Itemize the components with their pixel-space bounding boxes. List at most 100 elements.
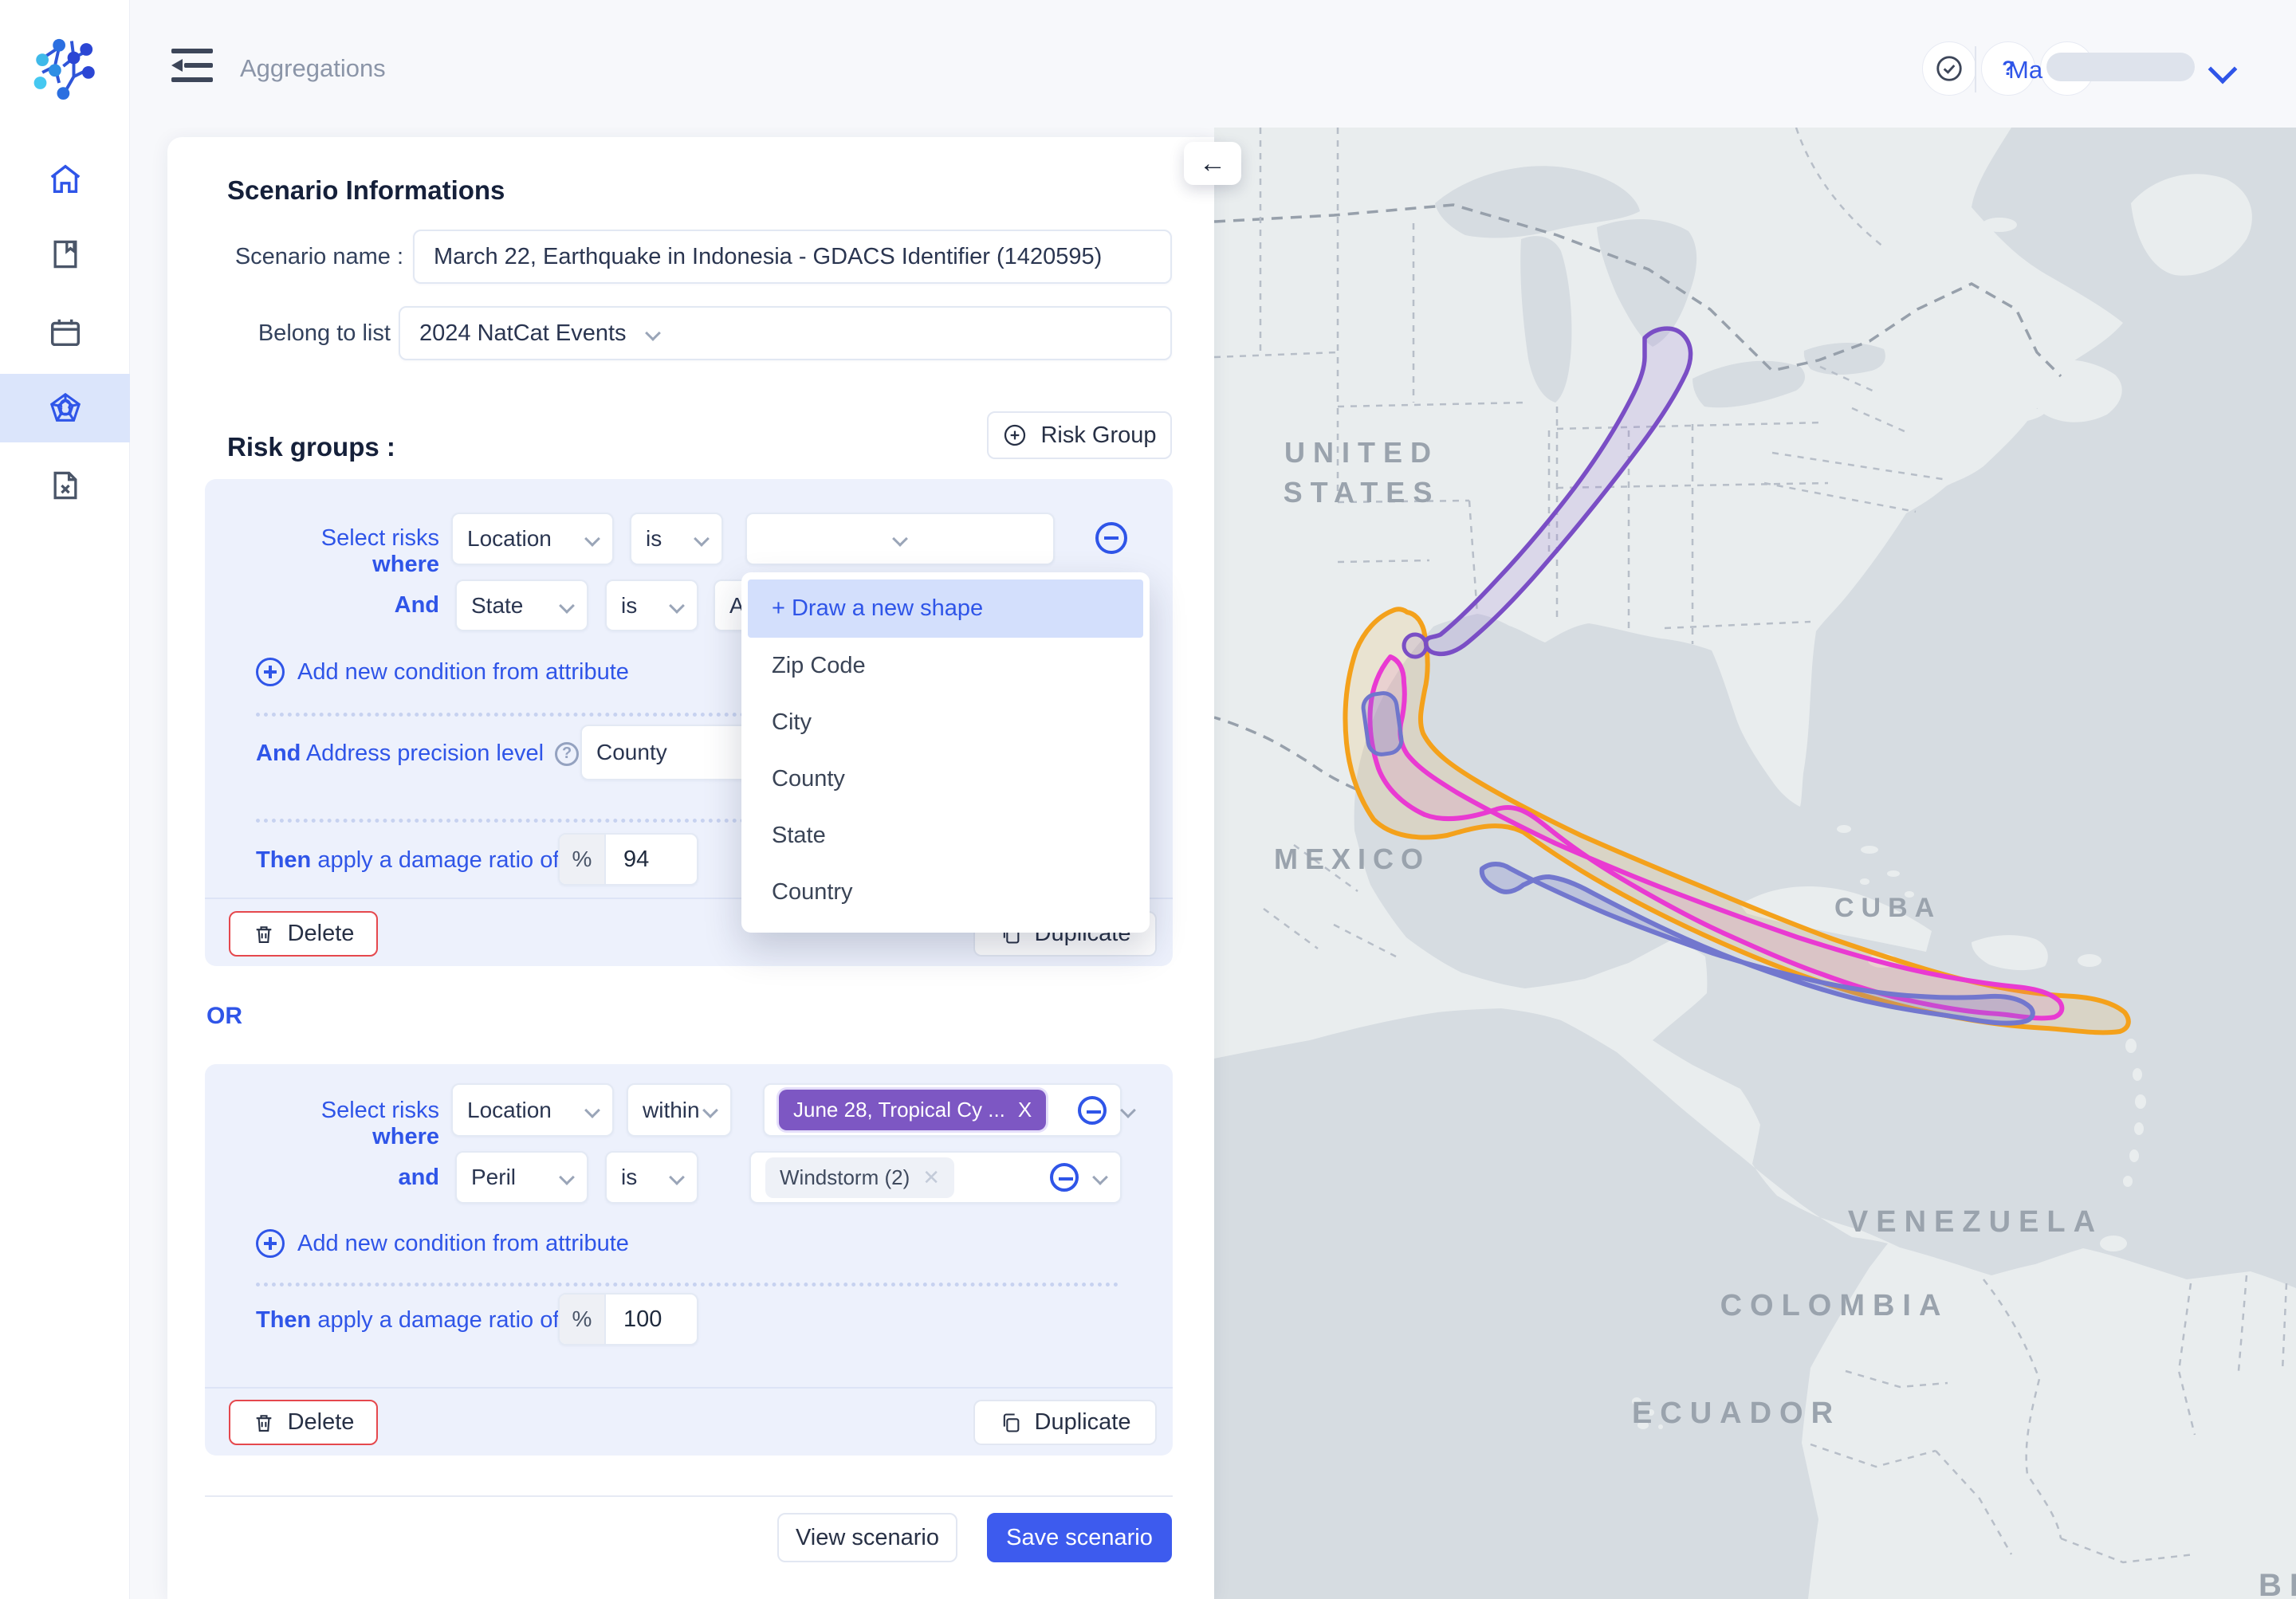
state-borders [1214, 128, 2288, 1564]
dropdown-item-city[interactable]: City [772, 709, 812, 735]
check-circle-icon [1936, 56, 1962, 81]
attribute-select[interactable]: Location [451, 1083, 614, 1137]
plus-circle-icon [256, 658, 285, 686]
map[interactable]: UNITED STATES MEXICO CUBA VENEZUELA COLO… [1214, 128, 2296, 1599]
home-icon [50, 164, 80, 194]
attribute-select[interactable]: Peril [455, 1151, 588, 1204]
damage-ratio-input[interactable]: % 100 [558, 1293, 698, 1346]
track-band-middle [1367, 654, 2065, 1021]
chevron-down-icon [669, 1169, 685, 1185]
status-check-button[interactable] [1922, 41, 1976, 96]
svg-text:MEXICO: MEXICO [1274, 843, 1430, 875]
add-condition-link[interactable]: Add new condition from attribute [256, 1229, 629, 1258]
user-name-redaction [2046, 53, 2195, 81]
delete-label: Delete [287, 921, 355, 946]
header-divider [1975, 46, 1976, 92]
dropdown-item-draw-shape[interactable]: + Draw a new shape [748, 579, 1143, 638]
belong-to-list-select[interactable]: 2024 NatCat Events [399, 306, 1172, 360]
shape-tag[interactable]: June 28, Tropical Cy ... X [779, 1090, 1047, 1130]
peril-tag-label: Windstorm (2) [780, 1165, 910, 1189]
sidebar-item-library[interactable] [0, 220, 130, 289]
chevron-down-icon[interactable] [2208, 54, 2238, 84]
hazard-track-bands [1343, 326, 2131, 1035]
svg-text:VENEZUELA: VENEZUELA [1848, 1205, 2103, 1239]
chevron-down-icon [669, 597, 685, 614]
user-menu-name[interactable]: Ma [2008, 56, 2043, 84]
dropdown-item-zipcode[interactable]: Zip Code [772, 653, 866, 678]
view-scenario-label: View scenario [795, 1524, 939, 1550]
svg-text:ECUADOR: ECUADOR [1632, 1397, 1841, 1430]
dropdown-item-country[interactable]: Country [772, 879, 853, 905]
value-select-open[interactable] [745, 513, 1055, 565]
plus-circle-icon [256, 1229, 285, 1258]
delete-label: Delete [287, 1409, 355, 1435]
close-icon[interactable]: ✕ [922, 1165, 941, 1189]
condition-prefix: And [394, 592, 439, 618]
calendar-icon [50, 319, 80, 347]
app-logo[interactable] [32, 30, 99, 102]
duplicate-group-button[interactable]: Duplicate [973, 911, 1157, 957]
save-scenario-button[interactable]: Save scenario [987, 1513, 1172, 1562]
remove-condition-button[interactable] [1078, 1095, 1107, 1125]
duplicate-group-button[interactable]: Duplicate [973, 1400, 1157, 1445]
chevron-down-icon [559, 597, 575, 614]
belong-to-list-label: Belong to list : [258, 320, 403, 346]
sidebar-item-scenarios[interactable] [0, 374, 130, 442]
close-icon[interactable]: X [1017, 1098, 1032, 1122]
dropdown-item-county[interactable]: County [772, 766, 845, 792]
operator-value: is [646, 526, 662, 551]
chevron-down-icon [892, 531, 908, 547]
delete-group-button[interactable]: Delete [229, 1400, 378, 1445]
remove-condition-button[interactable] [1095, 522, 1127, 554]
shape-value-select[interactable]: June 28, Tropical Cy ... X [763, 1083, 1137, 1137]
file-x-icon [53, 471, 77, 500]
operator-select[interactable]: within [627, 1083, 732, 1137]
add-risk-group-label: Risk Group [1040, 422, 1157, 448]
chevron-down-icon [702, 1102, 718, 1118]
scenario-name-input[interactable]: March 22, Earthquake in Indonesia - GDAC… [413, 230, 1172, 284]
add-condition-link[interactable]: Add new condition from attribute [256, 658, 629, 686]
collapse-panel-button[interactable]: ← [1184, 142, 1241, 185]
view-scenario-button[interactable]: View scenario [777, 1513, 957, 1562]
dropdown-item-state[interactable]: State [772, 823, 826, 848]
condition-prefix: Select risks where [320, 525, 439, 577]
svg-text:CUBA: CUBA [1834, 893, 1941, 923]
attribute-value: Location [467, 1097, 552, 1122]
attribute-select[interactable]: State [455, 579, 588, 631]
footer-divider [205, 1495, 1173, 1497]
arrow-left-icon: ← [1199, 147, 1226, 179]
delete-group-button[interactable]: Delete [229, 911, 378, 957]
condition-prefix: Select risks where [320, 1098, 439, 1149]
pentagon-web-icon [49, 392, 81, 422]
peril-tag[interactable]: Windstorm (2) ✕ [765, 1157, 955, 1198]
divider [256, 819, 1119, 823]
condition-prefix: and [398, 1165, 439, 1190]
operator-select[interactable]: is [605, 1151, 698, 1204]
damage-ratio-input[interactable]: % 94 [558, 833, 698, 886]
risk-groups-title: Risk groups : [227, 432, 395, 462]
copy-icon [1003, 1412, 1019, 1432]
duplicate-label: Duplicate [1034, 1409, 1131, 1435]
help-icon[interactable]: ? [555, 741, 580, 766]
collapse-sidebar-icon[interactable] [171, 48, 213, 84]
sidebar-item-export[interactable] [0, 451, 130, 520]
operator-select[interactable]: is [605, 579, 698, 631]
svg-text:STATES: STATES [1284, 476, 1441, 509]
chevron-down-icon [559, 1169, 575, 1185]
sidebar-item-calendar[interactable] [0, 298, 130, 367]
chevron-down-icon [584, 531, 600, 547]
sidebar-item-home[interactable] [0, 145, 130, 214]
map-labels: UNITED STATES MEXICO CUBA VENEZUELA COLO… [1274, 436, 2296, 1599]
svg-text:UNITED: UNITED [1284, 436, 1439, 469]
scenario-name-value: March 22, Earthquake in Indonesia - GDAC… [434, 243, 1103, 269]
trash-icon [256, 925, 271, 943]
peril-value-select[interactable]: Windstorm (2) ✕ [749, 1151, 1122, 1204]
damage-ratio-value: 100 [623, 1306, 662, 1332]
operator-select[interactable]: is [630, 513, 723, 565]
great-lakes [1435, 166, 1885, 408]
add-risk-group-button[interactable]: Risk Group [987, 411, 1172, 459]
remove-condition-button[interactable] [1050, 1163, 1079, 1192]
add-condition-label: Add new condition from attribute [297, 1230, 629, 1256]
help-button[interactable]: ? [1981, 41, 2035, 96]
attribute-select[interactable]: Location [451, 513, 614, 565]
